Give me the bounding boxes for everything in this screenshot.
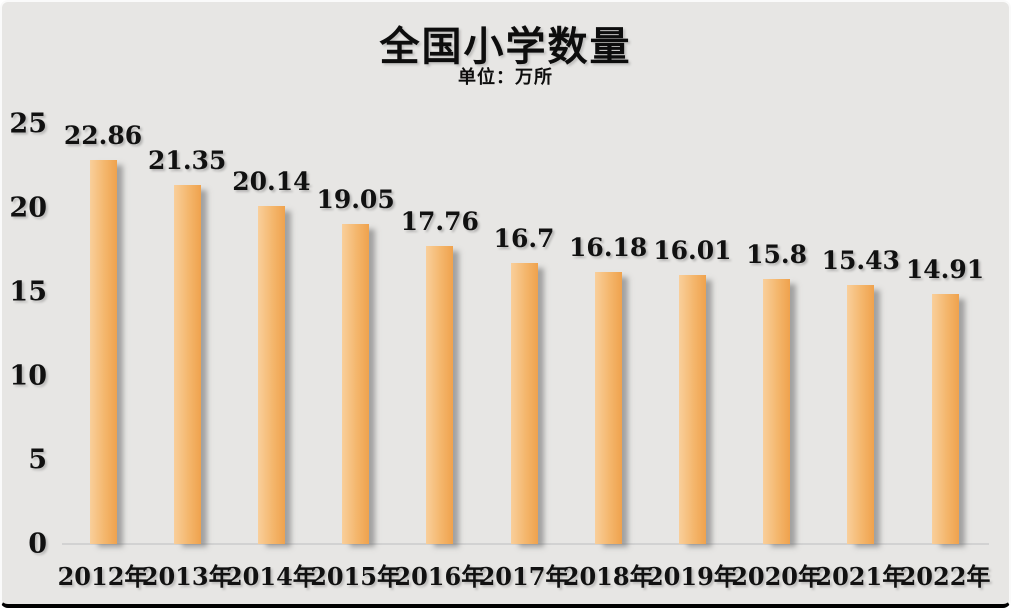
x-tick-label: 2020年 bbox=[731, 562, 822, 591]
bar-value-label: 22.86 bbox=[63, 120, 143, 150]
x-axis-line bbox=[62, 543, 989, 545]
x-tick-label: 2014年 bbox=[225, 562, 317, 591]
x-tick-label: 2022年 bbox=[899, 562, 991, 591]
bar-value-label: 21.35 bbox=[148, 146, 227, 176]
x-tick-label: 2013年 bbox=[141, 562, 233, 591]
bar-value-label: 16.7 bbox=[493, 224, 555, 254]
x-tick-label: 2021年 bbox=[815, 562, 907, 591]
y-tick-label: 0 bbox=[28, 528, 47, 560]
y-tick-label: 20 bbox=[9, 192, 47, 224]
bar bbox=[510, 263, 538, 544]
bar bbox=[931, 293, 959, 544]
x-tick-label: 2019年 bbox=[646, 562, 738, 591]
x-tick-label: 2016年 bbox=[394, 562, 486, 591]
y-tick-label: 10 bbox=[9, 360, 47, 392]
bar-value-label: 15.8 bbox=[746, 239, 808, 269]
x-tick-label: 2017年 bbox=[478, 562, 570, 591]
chart-title: 全国小学数量 bbox=[379, 25, 632, 69]
bar bbox=[678, 275, 706, 544]
bar bbox=[426, 245, 454, 544]
bar bbox=[763, 278, 791, 544]
y-tick-label: 15 bbox=[9, 276, 47, 308]
x-tick-label: 2015年 bbox=[310, 562, 401, 591]
x-tick-label: 2018年 bbox=[562, 562, 654, 591]
x-tick-label: 2012年 bbox=[57, 562, 149, 591]
bar bbox=[847, 284, 875, 544]
bar bbox=[342, 223, 370, 544]
bar bbox=[89, 159, 117, 544]
bar-value-label: 14.91 bbox=[905, 254, 985, 284]
chart-unit-label: 单位：万所 bbox=[458, 67, 553, 87]
bar bbox=[257, 205, 285, 544]
bar-value-label: 15.43 bbox=[821, 245, 900, 275]
bar-value-label: 16.01 bbox=[653, 236, 732, 266]
bar-value-label: 17.76 bbox=[400, 206, 479, 236]
bar-value-label: 20.14 bbox=[232, 166, 311, 196]
bar-value-label: 19.05 bbox=[316, 184, 395, 214]
y-tick-label: 5 bbox=[28, 444, 47, 476]
bar bbox=[594, 272, 622, 544]
bar bbox=[173, 185, 201, 544]
y-tick-label: 25 bbox=[9, 108, 47, 140]
bar-value-label: 16.18 bbox=[569, 233, 648, 263]
